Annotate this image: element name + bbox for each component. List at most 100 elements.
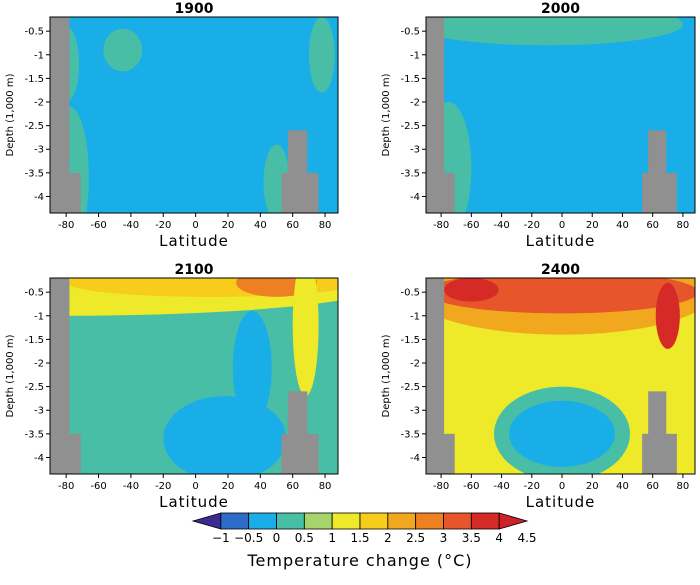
y-tick-label: -1.5 — [24, 74, 44, 85]
y-tick-label: -0.5 — [24, 288, 44, 299]
panel-title: 2100 — [175, 262, 214, 278]
colorbar-swatch — [498, 512, 529, 530]
plot-frame — [425, 16, 696, 214]
colorbar-label: 2.5 — [406, 531, 425, 545]
x-axis-label: Latitude — [526, 493, 596, 511]
colorbar-swatch — [359, 512, 389, 530]
x-tick-label: -20 — [524, 220, 540, 231]
colorbar-label: 1.5 — [350, 531, 369, 545]
x-tick-label: 0 — [559, 481, 565, 492]
x-tick-label: -40 — [123, 481, 139, 492]
colorbar-label: 0 — [273, 531, 281, 545]
panel-title: 2400 — [541, 262, 580, 278]
colorbar-swatch — [220, 512, 250, 530]
x-tick-label: 20 — [222, 220, 235, 231]
x-tick-label: -20 — [524, 481, 540, 492]
x-axis-label: Latitude — [159, 493, 229, 511]
land-mask — [642, 172, 677, 213]
x-tick-label: -20 — [155, 481, 171, 492]
colorbar-swatch — [443, 512, 472, 530]
temperature-field — [50, 278, 338, 474]
plot-frame — [425, 277, 696, 475]
y-tick-label: -2 — [410, 98, 420, 109]
y-tick-label: -4 — [34, 192, 44, 203]
colorbar-label: 0.5 — [295, 531, 314, 545]
field-region — [426, 17, 683, 46]
x-tick-label: -40 — [123, 220, 139, 231]
x-tick-label: -80 — [433, 220, 449, 231]
colorbar-label: 2 — [384, 531, 392, 545]
field-region — [232, 311, 272, 425]
y-tick-label: -2.5 — [400, 382, 420, 393]
x-tick-label: 0 — [192, 220, 198, 231]
x-tick-label: 20 — [222, 481, 235, 492]
x-tick-label: 0 — [559, 220, 565, 231]
y-tick-label: -3.5 — [24, 429, 44, 440]
colorbar-swatch — [303, 512, 333, 530]
y-tick-label: -1.5 — [24, 335, 44, 346]
y-tick-label: -3.5 — [400, 429, 420, 440]
colorbar-swatch — [415, 512, 444, 530]
x-tick-label: 60 — [286, 220, 299, 231]
land-mask — [426, 433, 455, 474]
land-mask — [50, 278, 70, 474]
colorbar-swatch — [276, 512, 305, 530]
colorbar-label: 4 — [495, 531, 503, 545]
x-tick-label: -60 — [463, 220, 479, 231]
x-tick-label: 60 — [646, 481, 659, 492]
x-tick-label: 0 — [192, 481, 198, 492]
y-tick-label: -0.5 — [400, 27, 420, 38]
land-mask — [426, 17, 445, 213]
colorbar-title: Temperature change (°C) — [246, 551, 472, 570]
x-axis-label: Latitude — [159, 232, 229, 250]
colorbar-swatch — [248, 512, 277, 530]
x-tick-label: 80 — [677, 220, 690, 231]
y-tick-label: -4 — [410, 192, 420, 203]
x-tick-label: -60 — [463, 481, 479, 492]
colorbar-label: 3.5 — [462, 531, 481, 545]
x-tick-label: 40 — [616, 220, 629, 231]
x-tick-label: 60 — [646, 220, 659, 231]
land-mask — [281, 172, 319, 213]
colorbar-label: −1 — [212, 531, 230, 545]
y-tick-label: -1.5 — [400, 335, 420, 346]
colorbar-label: −0.5 — [234, 531, 263, 545]
land-mask — [426, 172, 455, 213]
y-tick-label: -2.5 — [400, 121, 420, 132]
y-axis-label: Depth (1,000 m) — [5, 73, 16, 156]
x-tick-label: -60 — [90, 220, 106, 231]
y-tick-label: -1 — [34, 50, 44, 61]
x-tick-label: -80 — [433, 481, 449, 492]
y-tick-label: -2 — [410, 359, 420, 370]
field-region — [292, 278, 319, 397]
y-tick-label: -3.5 — [24, 168, 44, 179]
land-mask — [281, 433, 319, 474]
colorbar-swatch — [470, 512, 500, 530]
land-mask — [50, 433, 81, 474]
y-axis-label: Depth (1,000 m) — [381, 73, 392, 156]
y-tick-label: -3 — [410, 406, 420, 417]
temperature-field — [426, 278, 695, 474]
x-tick-label: -40 — [493, 481, 509, 492]
colorbar-label: 4.5 — [517, 531, 536, 545]
land-mask — [50, 17, 70, 213]
y-tick-label: -3.5 — [400, 168, 420, 179]
x-tick-label: 60 — [286, 481, 299, 492]
colorbar-label: 1 — [328, 531, 336, 545]
y-tick-label: -4 — [34, 453, 44, 464]
y-tick-label: -0.5 — [400, 288, 420, 299]
x-axis-label: Latitude — [526, 232, 596, 250]
colorbar-swatch — [191, 512, 222, 530]
colorbar: −1 −0.5 0 0.5 1 1.5 2 2.5 3 3.5 4 4.5 Temperature ch… — [191, 512, 537, 570]
field-region — [509, 400, 615, 467]
field-region — [308, 17, 335, 93]
field-region — [103, 28, 143, 72]
y-tick-label: -1 — [34, 311, 44, 322]
y-tick-label: -2.5 — [24, 121, 44, 132]
x-tick-label: 20 — [586, 481, 599, 492]
colorbar-swatch — [387, 512, 417, 530]
x-tick-label: 40 — [616, 481, 629, 492]
y-tick-label: -1 — [410, 311, 420, 322]
y-tick-label: -2 — [34, 98, 44, 109]
panel-title: 2000 — [541, 1, 580, 17]
